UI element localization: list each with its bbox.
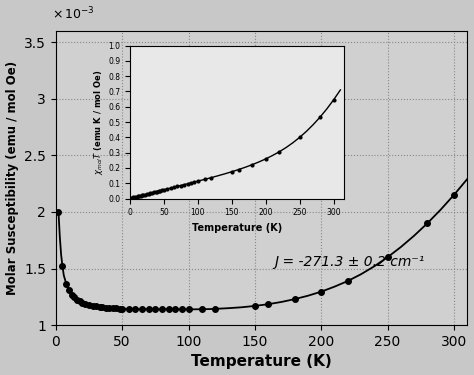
Point (112, 305, 119, 311)
Point (450, 192, 458, 198)
Point (99, 304, 106, 310)
Point (65, 287, 73, 293)
Point (318, 289, 325, 295)
Point (251, 303, 259, 309)
Point (59, 263, 66, 269)
Point (81, 301, 89, 307)
Point (178, 306, 186, 312)
Point (138, 306, 146, 312)
Point (125, 306, 133, 312)
Point (109, 305, 117, 311)
Point (118, 306, 126, 312)
Point (55, 209, 62, 215)
Point (71, 294, 78, 300)
Point (291, 296, 299, 302)
Point (211, 306, 219, 312)
Point (264, 301, 272, 307)
Point (152, 306, 159, 312)
X-axis label: Temperature (K): Temperature (K) (191, 354, 332, 369)
Point (89, 303, 97, 309)
Point (85, 302, 93, 308)
Point (92, 303, 100, 309)
Point (105, 305, 113, 311)
Point (165, 306, 173, 312)
Point (73, 297, 81, 303)
Point (79, 300, 86, 306)
Point (344, 278, 352, 284)
Point (96, 304, 103, 310)
Text: J = -271.3 ± 0.2 cm⁻¹: J = -271.3 ± 0.2 cm⁻¹ (274, 255, 424, 269)
Point (424, 220, 431, 226)
Point (76, 298, 83, 304)
Point (102, 304, 110, 310)
Point (185, 306, 192, 312)
Point (132, 306, 139, 312)
Point (172, 306, 179, 312)
Point (68, 292, 75, 298)
Text: $\times\,10^{-3}$: $\times\,10^{-3}$ (52, 5, 94, 22)
Point (63, 281, 70, 287)
Point (158, 306, 166, 312)
Point (384, 254, 392, 260)
Y-axis label: Molar Susceptibility (emu / mol Oe): Molar Susceptibility (emu / mol Oe) (6, 61, 18, 295)
Point (145, 306, 153, 312)
Point (116, 306, 123, 312)
Point (198, 306, 206, 312)
